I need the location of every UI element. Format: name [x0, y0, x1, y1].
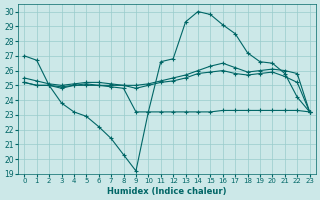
X-axis label: Humidex (Indice chaleur): Humidex (Indice chaleur): [107, 187, 227, 196]
